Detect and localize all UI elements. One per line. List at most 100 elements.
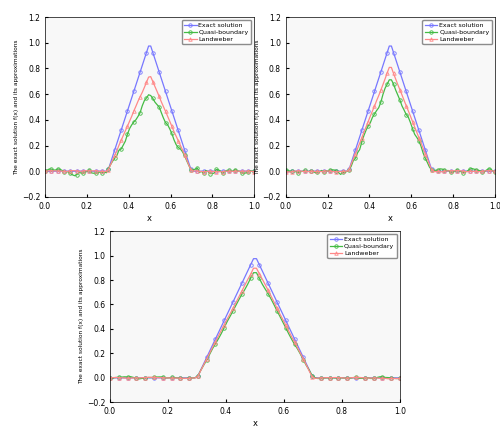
Quasi-boundary bbox=[394, 92, 400, 98]
Landweber bbox=[412, 125, 418, 130]
Exact solution bbox=[252, 169, 258, 174]
Exact solution bbox=[152, 56, 158, 62]
Landweber bbox=[238, 169, 244, 174]
Exact solution bbox=[174, 375, 180, 380]
Quasi-boundary bbox=[380, 374, 386, 379]
Landweber bbox=[252, 169, 258, 174]
Landweber bbox=[480, 169, 486, 174]
Landweber bbox=[107, 375, 113, 380]
X-axis label: x: x bbox=[388, 214, 393, 223]
Landweber bbox=[90, 168, 96, 173]
Quasi-boundary bbox=[107, 375, 113, 380]
Quasi-boundary bbox=[84, 169, 90, 174]
X-axis label: x: x bbox=[147, 214, 152, 223]
Landweber bbox=[213, 169, 219, 175]
Quasi-boundary bbox=[166, 375, 172, 380]
Landweber bbox=[148, 74, 154, 79]
Quasi-boundary bbox=[282, 168, 288, 173]
Quasi-boundary bbox=[42, 168, 48, 173]
Landweber bbox=[169, 124, 175, 129]
Exact solution bbox=[243, 169, 249, 174]
Landweber bbox=[82, 168, 88, 173]
Quasi-boundary bbox=[412, 132, 418, 137]
Quasi-boundary bbox=[262, 287, 268, 292]
Quasi-boundary bbox=[492, 169, 498, 174]
Landweber bbox=[245, 169, 251, 174]
Exact solution bbox=[169, 108, 175, 113]
Quasi-boundary bbox=[72, 173, 78, 178]
Landweber bbox=[397, 376, 403, 381]
X-axis label: x: x bbox=[252, 419, 258, 428]
Exact solution bbox=[397, 375, 403, 380]
Y-axis label: The exact solution f(x) and its approximations: The exact solution f(x) and its approxim… bbox=[254, 39, 260, 175]
Landweber bbox=[334, 169, 340, 174]
Exact solution bbox=[477, 169, 483, 174]
Exact solution bbox=[392, 56, 398, 62]
Exact solution bbox=[236, 169, 242, 174]
Exact solution bbox=[90, 169, 96, 174]
Exact solution bbox=[82, 169, 88, 174]
Quasi-boundary bbox=[480, 169, 486, 174]
Landweber bbox=[325, 169, 331, 174]
Exact solution bbox=[107, 375, 113, 380]
Landweber bbox=[283, 323, 289, 328]
Landweber bbox=[250, 266, 256, 271]
Landweber bbox=[386, 65, 392, 70]
Y-axis label: The exact solution f(x) and its approximations: The exact solution f(x) and its approxim… bbox=[14, 39, 19, 175]
Exact solution bbox=[492, 169, 498, 174]
Y-axis label: The exact solution f(x) and its approximations: The exact solution f(x) and its approxim… bbox=[79, 249, 84, 384]
Exact solution bbox=[484, 169, 490, 174]
Line: Exact solution: Exact solution bbox=[108, 257, 402, 380]
Line: Exact solution: Exact solution bbox=[284, 45, 496, 173]
Landweber bbox=[486, 168, 492, 173]
Exact solution bbox=[283, 318, 289, 323]
Quasi-boundary bbox=[338, 172, 344, 177]
Line: Landweber: Landweber bbox=[284, 65, 496, 174]
Exact solution bbox=[410, 108, 416, 113]
Quasi-boundary bbox=[323, 168, 329, 173]
Quasi-boundary bbox=[92, 171, 98, 176]
Exact solution bbox=[376, 375, 382, 380]
Landweber bbox=[376, 376, 382, 381]
Landweber bbox=[492, 169, 498, 174]
Quasi-boundary bbox=[136, 376, 142, 381]
Quasi-boundary bbox=[397, 376, 403, 381]
Exact solution bbox=[146, 44, 152, 49]
Exact solution bbox=[323, 169, 329, 174]
Landweber bbox=[282, 169, 288, 174]
Quasi-boundary bbox=[250, 270, 256, 275]
Quasi-boundary bbox=[252, 169, 258, 174]
Quasi-boundary bbox=[286, 331, 292, 336]
Landweber bbox=[162, 375, 168, 380]
Quasi-boundary bbox=[386, 77, 392, 82]
Legend: Exact solution, Quasi-boundary, Landweber: Exact solution, Quasi-boundary, Landwebe… bbox=[422, 20, 492, 45]
Line: Exact solution: Exact solution bbox=[44, 45, 256, 173]
Line: Landweber: Landweber bbox=[44, 75, 256, 174]
Exact solution bbox=[332, 169, 338, 174]
Quasi-boundary bbox=[332, 167, 338, 172]
Landweber bbox=[394, 82, 400, 87]
Quasi-boundary bbox=[486, 166, 492, 171]
Quasi-boundary bbox=[146, 92, 152, 97]
Exact solution bbox=[386, 375, 392, 380]
Legend: Exact solution, Quasi-boundary, Landweber: Exact solution, Quasi-boundary, Landwebe… bbox=[327, 234, 397, 259]
Quasi-boundary bbox=[238, 170, 244, 175]
Exact solution bbox=[250, 256, 256, 261]
Landweber bbox=[287, 169, 293, 175]
Exact solution bbox=[162, 375, 168, 380]
Exact solution bbox=[42, 169, 48, 174]
Exact solution bbox=[282, 169, 288, 174]
Landweber bbox=[174, 375, 180, 380]
Text: (b): (b) bbox=[382, 251, 399, 264]
Line: Quasi-boundary: Quasi-boundary bbox=[44, 93, 256, 178]
Exact solution bbox=[386, 44, 392, 49]
Quasi-boundary bbox=[245, 169, 251, 175]
Legend: Exact solution, Quasi-boundary, Landweber: Exact solution, Quasi-boundary, Landwebe… bbox=[182, 20, 251, 45]
Landweber bbox=[42, 169, 48, 174]
Landweber bbox=[152, 84, 158, 89]
Line: Quasi-boundary: Quasi-boundary bbox=[108, 271, 402, 380]
Landweber bbox=[388, 376, 394, 381]
Line: Quasi-boundary: Quasi-boundary bbox=[284, 78, 496, 176]
Exact solution bbox=[260, 268, 266, 273]
Landweber bbox=[386, 376, 392, 381]
